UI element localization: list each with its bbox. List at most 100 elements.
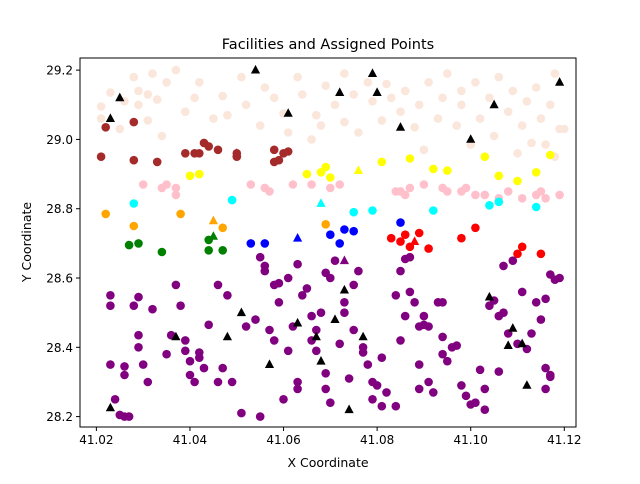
data-point	[494, 72, 504, 82]
data-point	[330, 100, 340, 110]
data-point	[298, 291, 307, 300]
data-point	[293, 259, 302, 269]
facility-marker	[489, 99, 499, 109]
data-point	[171, 183, 181, 193]
data-point	[396, 336, 405, 345]
data-point	[124, 240, 134, 250]
facility-marker	[344, 404, 354, 414]
facility-marker	[484, 291, 494, 301]
data-point	[396, 237, 405, 246]
data-point	[171, 280, 181, 290]
data-point	[414, 100, 424, 110]
data-point	[531, 202, 541, 212]
data-point	[302, 284, 312, 293]
data-point	[218, 363, 227, 373]
data-point	[405, 252, 415, 262]
data-point	[195, 78, 204, 87]
data-point	[503, 107, 513, 116]
data-point	[302, 169, 312, 179]
data-point	[536, 249, 546, 259]
data-point	[101, 123, 110, 132]
data-point	[307, 311, 316, 321]
y-tick-label: 28.8	[46, 202, 73, 216]
data-point	[400, 190, 410, 200]
data-point	[241, 100, 251, 110]
data-point	[134, 343, 143, 352]
data-point	[96, 114, 106, 123]
data-point	[223, 110, 232, 120]
data-point	[340, 225, 349, 234]
data-point	[176, 209, 185, 219]
data-point	[260, 266, 270, 276]
data-point	[363, 78, 373, 87]
data-point	[475, 365, 485, 375]
data-point	[429, 206, 438, 215]
data-point	[386, 233, 396, 243]
data-point	[312, 346, 321, 356]
data-point	[335, 339, 345, 349]
facility-marker	[316, 198, 326, 207]
data-point	[237, 408, 246, 418]
data-point	[218, 246, 227, 255]
data-point	[129, 199, 139, 208]
data-point	[269, 336, 279, 345]
data-point	[326, 230, 335, 239]
facility-marker	[171, 331, 181, 341]
data-point	[471, 78, 480, 87]
facility-marker	[293, 317, 303, 327]
data-point	[541, 384, 550, 394]
data-point	[494, 367, 504, 376]
data-point	[499, 261, 508, 271]
data-point	[148, 69, 157, 78]
data-point	[517, 242, 527, 252]
facility-marker	[222, 331, 232, 341]
data-point	[283, 128, 293, 137]
data-point	[424, 78, 433, 87]
data-point	[312, 325, 321, 335]
data-point	[260, 83, 270, 92]
data-point	[181, 149, 190, 158]
facility-marker	[339, 284, 349, 294]
data-point	[546, 370, 555, 380]
data-point	[429, 164, 438, 174]
chart-title: Facilities and Assigned Points	[222, 37, 434, 53]
data-point	[349, 90, 359, 99]
data-point	[293, 72, 302, 82]
data-point	[204, 246, 213, 255]
data-point	[358, 343, 368, 352]
data-point	[414, 228, 424, 238]
data-point	[129, 117, 139, 127]
data-point	[288, 180, 298, 189]
data-point	[213, 280, 223, 290]
data-point	[527, 138, 536, 148]
data-point	[494, 171, 504, 181]
data-point	[457, 233, 466, 243]
data-point	[129, 72, 139, 82]
data-point	[461, 391, 471, 401]
data-point	[110, 395, 120, 404]
facility-marker	[367, 68, 378, 77]
data-point	[480, 384, 490, 394]
data-point	[429, 388, 438, 397]
data-point	[120, 370, 129, 380]
y-axis-label: Y Coordinate	[19, 202, 34, 283]
data-point	[326, 273, 335, 283]
data-point	[536, 315, 546, 324]
data-point	[386, 93, 396, 103]
facility-marker	[410, 236, 420, 245]
data-point	[517, 287, 527, 297]
facility-marker	[555, 77, 565, 86]
data-point	[106, 301, 115, 311]
data-point	[148, 304, 157, 314]
facility-marker	[283, 108, 293, 117]
plot-area-frame	[79, 57, 577, 428]
facility-marker	[105, 113, 115, 122]
data-point	[396, 266, 405, 276]
data-point	[124, 412, 134, 421]
facility-marker	[250, 64, 261, 74]
data-point	[405, 154, 415, 163]
facility-marker	[105, 402, 115, 412]
facility-marker	[503, 340, 513, 349]
data-point	[157, 131, 167, 141]
y-axis: 28.2 28.4 28.6 28.8 29.0 29.2	[46, 64, 80, 424]
